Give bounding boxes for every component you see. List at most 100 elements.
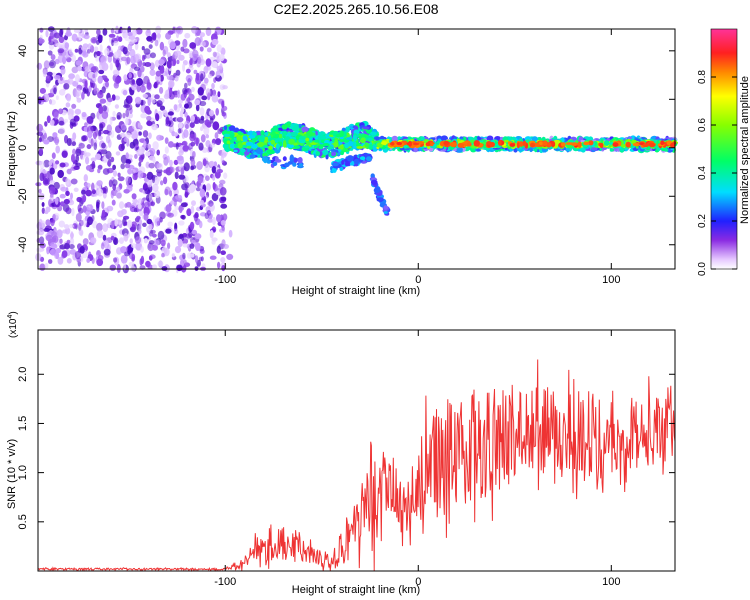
spectrogram-signal-cell xyxy=(257,142,265,147)
spectrogram-y-axis-label: Frequency (Hz) xyxy=(6,111,18,187)
spectrogram-noise-cell xyxy=(117,210,124,218)
spectrogram-noise-cell xyxy=(52,72,56,77)
spectrogram-noise-cell xyxy=(145,29,151,37)
spectrogram-noise-cell xyxy=(112,164,116,170)
spectrogram-signal-cell xyxy=(571,142,578,147)
spectrogram-noise-cell xyxy=(48,36,52,43)
spectrogram-noise-cell xyxy=(159,105,166,111)
spectrogram-noise-cell xyxy=(140,85,146,93)
spectrogram-noise-cell xyxy=(103,248,111,256)
spectrogram-noise-cell xyxy=(183,259,187,265)
spectrogram-noise-cell xyxy=(200,126,204,132)
spectrogram-noise-cell xyxy=(169,41,176,50)
spectrogram-noise-cell xyxy=(39,242,46,249)
spectrogram-noise-cell xyxy=(166,75,173,81)
spectrogram-signal-cell xyxy=(449,141,457,148)
spectrogram-signal-cell xyxy=(304,145,310,149)
spectrogram-signal-cell xyxy=(498,139,502,146)
spectrogram-noise-cell xyxy=(57,48,65,54)
spectrogram-noise-cell xyxy=(60,186,67,192)
spectrogram-noise-cell xyxy=(169,87,173,96)
y-tick-label: -20 xyxy=(17,188,29,204)
spectrogram-noise-cell xyxy=(152,244,158,251)
spectrogram-noise-cell xyxy=(127,169,133,175)
spectrogram-noise-cell xyxy=(143,140,147,149)
spectrogram-noise-cell xyxy=(221,239,226,248)
spectrogram-signal-cell xyxy=(390,141,395,146)
spectrogram-noise-cell xyxy=(61,250,68,258)
spectrogram-noise-cell xyxy=(92,220,98,229)
spectrogram-noise-cell xyxy=(64,118,68,123)
spectrogram-noise-cell xyxy=(132,198,138,204)
spectrogram-signal-cell xyxy=(418,141,425,145)
spectrogram-noise-cell xyxy=(132,172,138,181)
spectrogram-noise-cell xyxy=(102,234,107,241)
spectrogram-noise-cell xyxy=(107,97,113,103)
spectrogram-noise-cell xyxy=(167,111,174,116)
spectrogram-noise-cell xyxy=(73,187,79,192)
spectrogram-noise-cell xyxy=(163,176,168,185)
spectrogram-noise-cell xyxy=(68,224,75,229)
spectrogram-signal-cell xyxy=(263,145,269,148)
spectrogram-noise-cell xyxy=(67,78,74,85)
y-tick-label: 0.5 xyxy=(17,514,29,529)
spectrogram-noise-cell xyxy=(95,127,99,137)
spectrogram-noise-cell xyxy=(180,46,185,52)
spectrogram-noise-cell xyxy=(84,152,91,157)
spectrogram-noise-cell xyxy=(71,141,77,147)
spectrogram-noise-cell xyxy=(195,137,199,147)
spectrogram-noise-cell xyxy=(72,132,77,140)
spectrogram-noise-cell xyxy=(160,239,166,247)
spectrogram-noise-cell xyxy=(206,210,212,216)
spectrogram-noise-cell xyxy=(43,159,51,168)
spectrogram-noise-cell xyxy=(105,81,109,88)
spectrogram-noise-cell xyxy=(171,253,175,258)
spectrogram-noise-cell xyxy=(103,185,109,194)
spectrogram-signal-cell xyxy=(286,143,294,149)
spectrogram-noise-cell xyxy=(174,50,182,57)
spectrogram-noise-cell xyxy=(182,252,186,260)
spectrogram-noise-cell xyxy=(138,223,142,231)
spectrogram-noise-cell xyxy=(164,146,169,154)
spectrogram-noise-cell xyxy=(143,48,151,55)
spectrogram-noise-cell xyxy=(50,54,56,61)
colorbar-tick-label: 0.2 xyxy=(697,214,708,228)
spectrogram-noise-cell xyxy=(105,150,112,160)
spectrogram-noise-cell xyxy=(123,137,129,142)
spectrogram-noise-cell xyxy=(220,196,227,202)
spectrogram-noise-cell xyxy=(151,174,156,184)
spectrogram-noise-cell xyxy=(86,116,94,124)
x-tick-label: -100 xyxy=(214,274,236,286)
spectrogram-noise-cell xyxy=(44,93,49,101)
spectrogram-noise-cell xyxy=(104,47,110,56)
spectrogram-signal-cell xyxy=(277,136,284,142)
spectrogram-noise-cell xyxy=(96,204,100,213)
spectrogram-noise-cell xyxy=(78,229,84,236)
spectrogram-signal-cell xyxy=(383,205,389,210)
spectrogram-signal-cell xyxy=(664,148,669,152)
spectrogram-noise-cell xyxy=(189,58,193,66)
spectrogram-noise-cell xyxy=(184,120,191,130)
spectrogram-noise-cell xyxy=(146,218,153,225)
spectrogram-signal-cell xyxy=(223,133,231,138)
spectrogram-noise-cell xyxy=(157,230,165,240)
spectrogram-noise-cell xyxy=(70,192,73,200)
spectrogram-noise-cell xyxy=(95,153,101,160)
spectrogram-signal-cell xyxy=(293,145,301,150)
spectrogram-noise-cell xyxy=(212,121,220,131)
spectrogram-noise-cell xyxy=(122,89,128,96)
spectrogram-noise-cell xyxy=(86,48,91,54)
spectrogram-noise-cell xyxy=(165,67,169,77)
colorbar-label: Normalized spectral amplitude xyxy=(739,76,750,224)
spectrogram-signal-cell xyxy=(391,137,398,142)
spectrogram-noise-cell xyxy=(49,180,56,185)
spectrogram-noise-cell xyxy=(82,205,87,213)
spectrogram-noise-cell xyxy=(161,253,165,258)
spectrogram-noise-cell xyxy=(166,155,170,163)
spectrogram-noise-cell xyxy=(102,168,110,175)
spectrogram-noise-cell xyxy=(117,176,125,182)
spectrogram-noise-cell xyxy=(57,256,64,265)
spectrogram-noise-cell xyxy=(220,257,226,263)
spectrogram-noise-cell xyxy=(119,237,124,245)
spectrogram-noise-cell xyxy=(180,106,185,114)
